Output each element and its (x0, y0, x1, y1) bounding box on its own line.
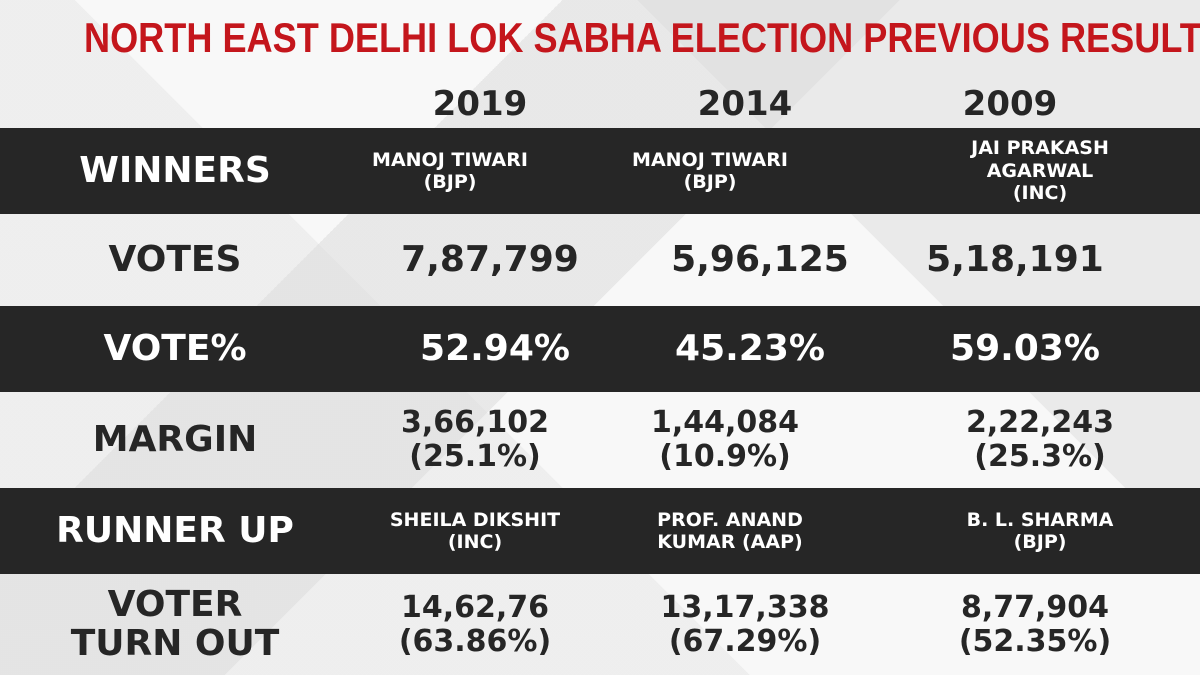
winner-2019: MANOJ TIWARI (BJP) (372, 148, 528, 193)
year-2014: 2014 (697, 84, 793, 124)
row-votes: VOTES 7,87,799 5,96,125 5,18,191 (0, 214, 1200, 306)
label-margin: MARGIN (92, 418, 258, 460)
row-voter-turnout: VOTER TURN OUT 14,62,76 (63.86%) 13,17,3… (0, 574, 1200, 675)
year-header-row: 2019 2014 2009 (0, 84, 1200, 126)
vote-percent-2019: 52.94% (420, 328, 570, 369)
runner-up-2009: B. L. SHARMA (BJP) (966, 508, 1114, 553)
page-title: NORTH EAST DELHI LOK SABHA ELECTION PREV… (84, 14, 1200, 61)
row-margin: MARGIN 3,66,102 (25.1%) 1,44,084 (10.9%)… (0, 392, 1200, 488)
year-2019: 2019 (432, 84, 528, 124)
label-winners: WINNERS (79, 149, 271, 191)
votes-2019: 7,87,799 (401, 239, 579, 280)
runner-up-2014: PROF. ANAND KUMAR (AAP) (657, 508, 803, 553)
runner-up-2019: SHEILA DIKSHIT (INC) (389, 508, 561, 553)
winner-2014: MANOJ TIWARI (BJP) (632, 148, 788, 193)
label-voter-turnout: VOTER TURN OUT (70, 583, 280, 664)
vote-percent-2009: 59.03% (950, 328, 1100, 369)
margin-2009: 2,22,243 (25.3%) (965, 405, 1115, 474)
margin-2019: 3,66,102 (25.1%) (400, 405, 550, 474)
row-runner-up: RUNNER UP SHEILA DIKSHIT (INC) PROF. ANA… (0, 488, 1200, 574)
label-vote-percent: VOTE% (103, 327, 247, 369)
vote-percent-2014: 45.23% (675, 328, 825, 369)
votes-2009: 5,18,191 (926, 239, 1104, 280)
turnout-2009: 8,77,904 (52.35%) (958, 589, 1112, 659)
winner-2009: JAI PRAKASH AGARWAL (INC) (971, 137, 1109, 205)
label-runner-up: RUNNER UP (56, 509, 294, 551)
year-2009: 2009 (962, 84, 1058, 124)
margin-2014: 1,44,084 (10.9%) (650, 405, 800, 474)
votes-2014: 5,96,125 (671, 239, 849, 280)
row-vote-percent: VOTE% 52.94% 45.23% 59.03% (0, 306, 1200, 392)
row-winners: WINNERS MANOJ TIWARI (BJP) MANOJ TIWARI … (0, 128, 1200, 214)
label-votes: VOTES (108, 238, 242, 280)
turnout-2014: 13,17,338 (67.29%) (660, 589, 830, 659)
turnout-2019: 14,62,76 (63.86%) (398, 589, 552, 659)
